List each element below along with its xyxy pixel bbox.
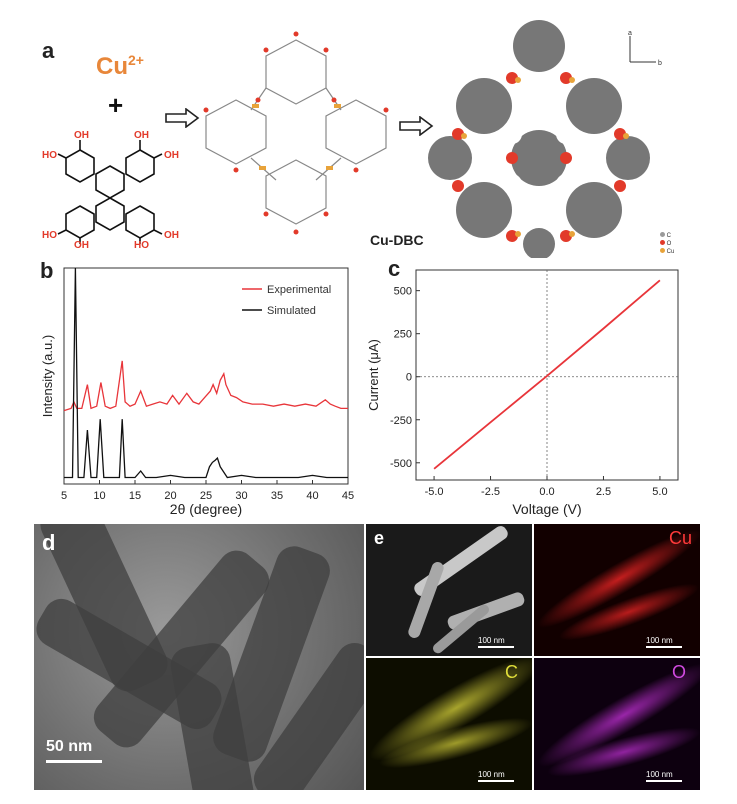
xrd-x-tick-label: 15 — [129, 490, 141, 502]
xrd-x-tick-label: 5 — [61, 490, 67, 502]
framework-spacefill-model — [428, 20, 650, 258]
iv-x-tick-label: 2.5 — [596, 486, 611, 498]
ligand-oh-3: HO — [42, 150, 57, 161]
iv-x-axis-label: Voltage (V) — [512, 501, 581, 517]
iv-y-tick-label: 500 — [394, 286, 412, 298]
xrd-y-axis-label: Intensity (a.u.) — [40, 335, 55, 417]
xrd-x-ticks: 5 10 15 20 25 30 35 40 45 — [61, 480, 354, 502]
framework-label: Cu-DBC — [370, 232, 424, 248]
legend-label-cu: Cu — [666, 249, 675, 255]
tem-image: d 50 nm — [34, 524, 364, 790]
ligand-oh-6: OH — [164, 230, 179, 241]
o-map: O 100 nm — [534, 658, 700, 790]
ligand-oh-5: HO — [42, 230, 57, 241]
ligand-structure: OH OH HO OH HO OH OH HO — [42, 130, 179, 248]
legend-label-c: C — [666, 233, 672, 239]
xrd-series-simulated — [64, 267, 348, 479]
ligand-bonds — [57, 140, 163, 244]
legend-label-experimental: Experimental — [267, 284, 331, 296]
xrd-x-tick-label: 35 — [271, 490, 283, 502]
eds-mapping-grid: e 100 nm Cu 100 nm C 100 nm O 100 nm — [366, 524, 702, 790]
legend-label-simulated: Simulated — [267, 305, 316, 317]
iv-y-tick-label: -250 — [390, 415, 412, 427]
xrd-x-tick-label: 20 — [164, 490, 176, 502]
scale-bar-e1 — [478, 646, 514, 648]
xrd-x-tick-label: 30 — [235, 490, 247, 502]
iv-series-group — [433, 279, 661, 470]
atom-legend: C O Cu — [660, 232, 674, 256]
framework-stick-model — [203, 31, 389, 235]
scale-label-e2: 100 nm — [646, 636, 673, 645]
plus-sign: + — [108, 90, 124, 120]
legend-item-cu: Cu — [660, 248, 674, 256]
panel-label-b: b — [40, 258, 54, 283]
panel-label-a: a — [42, 38, 55, 63]
xrd-x-tick-label: 40 — [306, 490, 318, 502]
crystal-axes: a b — [628, 30, 662, 67]
xrd-chart: 5 10 15 20 25 30 35 40 45 2θ (degree) Intensity … — [40, 267, 354, 517]
reaction-arrow-1 — [165, 108, 200, 128]
iv-y-tick-label: 0 — [406, 372, 412, 384]
c-map: C 100 nm — [366, 658, 532, 790]
haadf-rod — [406, 560, 446, 640]
ligand-oh-1: OH — [74, 130, 89, 141]
xrd-x-tick-label: 45 — [342, 490, 354, 502]
c-map-label: C — [505, 662, 518, 682]
iv-x-tick-label: -2.5 — [481, 486, 500, 498]
xrd-legend: Experimental Simulated — [242, 284, 331, 317]
xrd-x-tick-label: 10 — [93, 490, 105, 502]
ligand-oh-2: OH — [134, 130, 149, 141]
xrd-x-axis-label: 2θ (degree) — [170, 501, 242, 517]
axis-a-label: a — [628, 30, 632, 37]
ligand-oh-7: OH — [74, 240, 89, 248]
panel-label-e: e — [374, 528, 385, 548]
scale-label-e1: 100 nm — [478, 636, 505, 645]
axis-b-label: b — [658, 60, 662, 67]
copper-ion-charge: 2+ — [128, 52, 144, 68]
iv-y-tick-label: -500 — [390, 458, 412, 470]
cu-map-label: Cu — [668, 528, 692, 548]
iv-chart: -5.0 -2.5 0.0 2.5 5.0 -500 -250 0 250 500 Voltage… — [366, 269, 679, 517]
iv-y-axis-label: Current (μA) — [366, 339, 381, 411]
scale-bar-label-d: 50 nm — [46, 738, 93, 755]
iv-x-tick-label: 5.0 — [652, 486, 667, 498]
legend-item-o: O — [660, 240, 674, 248]
reaction-arrow-2 — [399, 116, 434, 136]
xrd-x-tick-label: 25 — [200, 490, 212, 502]
xrd-plot-frame — [63, 267, 349, 485]
panel-label-c: c — [388, 256, 401, 281]
iv-y-tick-label: 250 — [394, 329, 412, 341]
ligand-oh-4: OH — [164, 150, 179, 161]
cu-map: Cu 100 nm — [534, 524, 700, 656]
ligand-oh-8: HO — [134, 240, 149, 248]
xrd-series-group — [63, 267, 348, 479]
scale-bar-e4 — [646, 780, 682, 782]
scale-bar-e2 — [646, 646, 682, 648]
xrd-series-experimental — [63, 360, 348, 412]
copper-ion-label: Cu2+ — [96, 52, 144, 81]
haadf-image: e 100 nm — [366, 524, 532, 656]
scale-label-e4: 100 nm — [646, 770, 673, 779]
iv-x-tick-label: 0.0 — [539, 486, 554, 498]
scale-label-e3: 100 nm — [478, 770, 505, 779]
scale-bar-d — [46, 760, 102, 763]
panel-label-d: d — [42, 530, 56, 555]
iv-series-line — [433, 279, 661, 470]
iv-ticks: -5.0 -2.5 0.0 2.5 5.0 -500 -250 0 250 500 — [390, 286, 668, 498]
scale-bar-e3 — [478, 780, 514, 782]
legend-label-o: O — [666, 241, 672, 247]
o-map-label: O — [671, 662, 686, 682]
iv-x-tick-label: -5.0 — [425, 486, 444, 498]
copper-ion-symbol: Cu — [96, 53, 128, 80]
legend-item-c: C — [660, 232, 674, 240]
